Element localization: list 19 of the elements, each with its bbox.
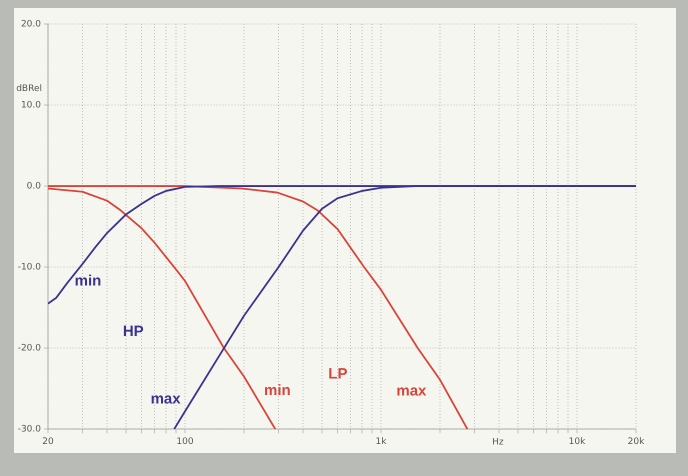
x-tick-label: 20k [628, 436, 646, 447]
x-tick-label: 10k [568, 436, 586, 447]
x-axis-title: Hz [492, 438, 504, 448]
y-tick-label: -20.0 [18, 344, 42, 354]
y-tick-label: -30.0 [18, 424, 42, 435]
annotation: HP [122, 323, 144, 340]
x-tick-label: 100 [176, 436, 194, 447]
y-axis-title: dBRel [16, 84, 42, 94]
series-label: max [396, 382, 428, 400]
series-label: min [74, 272, 102, 290]
series-label: min [264, 382, 291, 399]
y-tick-label: 20.0 [20, 19, 42, 30]
y-tick-label: 0.0 [26, 181, 42, 192]
series-label: max [150, 390, 182, 408]
y-tick-label: -10.0 [18, 262, 42, 272]
annotation: LP [328, 366, 348, 383]
x-tick-label: 20 [42, 436, 54, 447]
x-tick-label: 1k [376, 436, 388, 447]
y-tick-label: 10.0 [20, 100, 42, 110]
